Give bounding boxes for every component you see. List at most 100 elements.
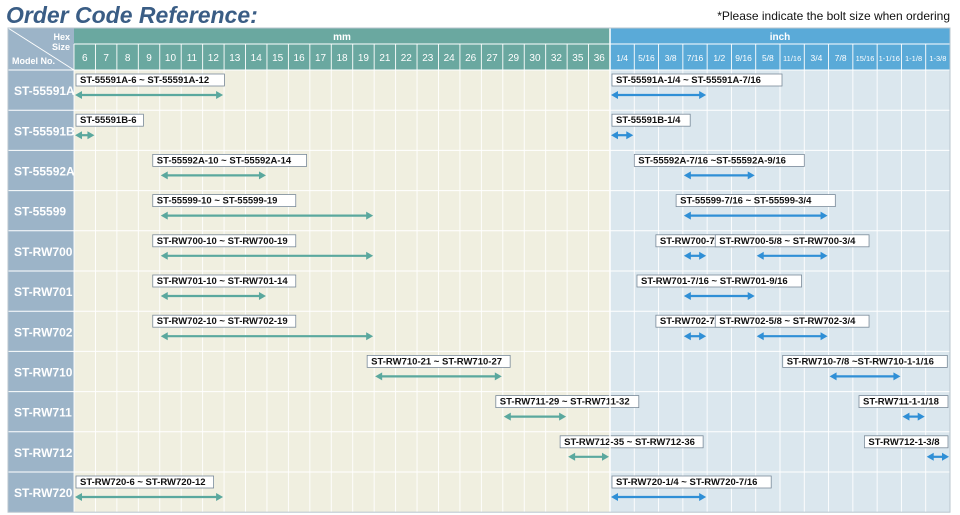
inch-size-header: 5/8 xyxy=(762,53,774,63)
mm-size-header: 11 xyxy=(187,53,198,64)
mm-code-label: ST-RW700-10 ~ ST-RW700-19 xyxy=(157,236,288,247)
mm-code-label-box xyxy=(366,354,511,368)
mm-code-label: ST-RW710-21 ~ ST-RW710-27 xyxy=(371,356,502,367)
inch-range-arrow xyxy=(611,493,707,501)
mm-range-arrow xyxy=(160,211,374,220)
inch-code-label: ST-55599-7/16 ~ ST-55599-3/4 xyxy=(680,196,812,207)
inch-code-label: ST-55591B-1/4 xyxy=(616,115,681,126)
mm-range-arrow xyxy=(375,372,502,381)
mm-size-header: 7 xyxy=(103,53,109,64)
model-number: ST-55592A xyxy=(14,165,75,179)
inch-code-label: ST-RW702-7/16 xyxy=(660,316,728,327)
inch-range-arrow xyxy=(683,251,707,260)
inch-code-label-box xyxy=(782,354,948,368)
mm-code-label: ST-RW711-29 ~ ST-RW711-32 xyxy=(500,397,630,408)
inch-code-label: ST-RW720-1/4 ~ ST-RW720-7/16 xyxy=(616,477,757,488)
model-column-bg xyxy=(8,28,74,513)
mm-size-header: 26 xyxy=(465,53,477,64)
model-number: ST-55591A xyxy=(14,84,75,98)
inch-code-label-box xyxy=(611,73,783,87)
mm-range-arrow xyxy=(160,292,266,300)
mm-size-header: 36 xyxy=(594,53,606,64)
inch-range-arrow xyxy=(829,372,901,381)
inch-code-label: ST-RW700-7/16 xyxy=(660,236,728,247)
inch-size-header: 9/16 xyxy=(735,53,752,63)
inch-code-label: ST-RW710-7/8 ~ST-RW710-1-1/16 xyxy=(787,356,934,367)
mm-code-label: ST-55599-10 ~ ST-55599-19 xyxy=(157,196,278,207)
model-number: ST-RW720 xyxy=(14,486,73,500)
model-number: ST-RW700 xyxy=(14,245,73,259)
mm-size-header: 35 xyxy=(572,53,584,64)
page-title: Order Code Reference: xyxy=(6,2,258,28)
mm-size-header: 8 xyxy=(125,53,131,64)
mm-body-bg xyxy=(74,70,610,513)
mm-range-arrow xyxy=(75,131,95,140)
inch-range-arrow xyxy=(683,211,828,220)
mm-code-label: ST-RW701-10 ~ ST-RW701-14 xyxy=(157,276,289,287)
mm-range-arrow xyxy=(75,493,224,501)
mm-code-label-box xyxy=(75,113,144,127)
mm-size-header: 14 xyxy=(251,53,263,64)
inch-code-label: ST-55592A-7/16 ~ST-55592A-9/16 xyxy=(638,155,786,166)
model-number: ST-RW702 xyxy=(14,325,73,339)
mm-code-label-box xyxy=(559,435,704,449)
mm-size-header: 13 xyxy=(229,53,241,64)
inch-size-header: 1-1/16 xyxy=(879,54,900,63)
mm-code-label: ST-55591A-6 ~ ST-55591A-12 xyxy=(80,75,209,86)
mm-code-label-box xyxy=(495,395,640,409)
inch-code-label: ST-RW700-5/8 ~ ST-RW700-3/4 xyxy=(719,236,856,247)
inch-range-arrow xyxy=(611,131,634,140)
mm-range-arrow xyxy=(160,251,374,260)
mm-size-header: 22 xyxy=(401,53,413,64)
mm-code-label-box xyxy=(152,234,297,248)
ordering-note: *Please indicate the bolt size when orde… xyxy=(717,9,950,23)
inch-code-label-box xyxy=(633,153,805,167)
inch-code-label: ST-RW711-1-1/18 xyxy=(863,397,939,408)
inch-size-header: 11/16 xyxy=(783,54,801,63)
inch-code-label-box xyxy=(714,314,870,328)
inch-size-header: 3/4 xyxy=(811,53,823,63)
mm-range-arrow xyxy=(160,171,266,180)
mm-code-label-box xyxy=(152,194,297,208)
mm-code-label: ST-RW702-10 ~ ST-RW702-19 xyxy=(157,316,288,327)
mm-code-label-box xyxy=(152,274,297,288)
inch-size-header: 15/16 xyxy=(856,54,875,63)
inch-size-header: 3/8 xyxy=(665,53,677,63)
inch-size-header: 1/2 xyxy=(713,53,725,63)
mm-unit-label: mm xyxy=(333,32,351,43)
corner-model-label: Model No. xyxy=(12,56,55,66)
mm-size-header: 32 xyxy=(551,53,563,64)
inch-unit-label: inch xyxy=(770,32,791,43)
model-number: ST-RW711 xyxy=(14,406,72,420)
inch-code-label-box xyxy=(714,234,870,248)
inch-size-header: 1-1/8 xyxy=(905,54,922,63)
model-number: ST-55599 xyxy=(14,205,66,219)
inch-range-arrow xyxy=(683,332,707,341)
inch-code-label-box xyxy=(611,475,772,489)
mm-size-header: 6 xyxy=(82,53,88,64)
model-number: ST-55591B xyxy=(14,124,75,138)
inch-range-arrow xyxy=(683,171,755,180)
mm-size-header: 29 xyxy=(508,53,520,64)
mm-size-header: 24 xyxy=(444,53,456,64)
mm-code-label-box xyxy=(152,153,307,167)
model-number: ST-RW712 xyxy=(14,446,73,460)
inch-range-arrow xyxy=(683,292,755,300)
mm-size-header: 30 xyxy=(529,53,541,64)
mm-range-arrow xyxy=(75,91,224,99)
inch-range-arrow xyxy=(756,251,828,260)
inch-code-label: ST-RW712-1-3/8 xyxy=(868,437,939,448)
inch-size-header: 1/4 xyxy=(616,53,628,63)
model-number: ST-RW710 xyxy=(14,366,73,380)
inch-range-arrow xyxy=(926,452,949,461)
corner-size-label: Size xyxy=(52,42,70,52)
mm-code-label-box xyxy=(75,475,215,489)
mm-code-label-box xyxy=(75,73,225,87)
inch-code-label-box xyxy=(611,113,691,127)
mm-range-arrow xyxy=(160,332,374,341)
mm-range-arrow xyxy=(503,412,567,421)
inch-code-label: ST-55591A-1/4 ~ ST-55591A-7/16 xyxy=(616,75,761,86)
inch-size-header: 7/16 xyxy=(687,53,704,63)
inch-size-header: 1-3/8 xyxy=(929,54,946,63)
mm-header-bg xyxy=(74,28,610,70)
